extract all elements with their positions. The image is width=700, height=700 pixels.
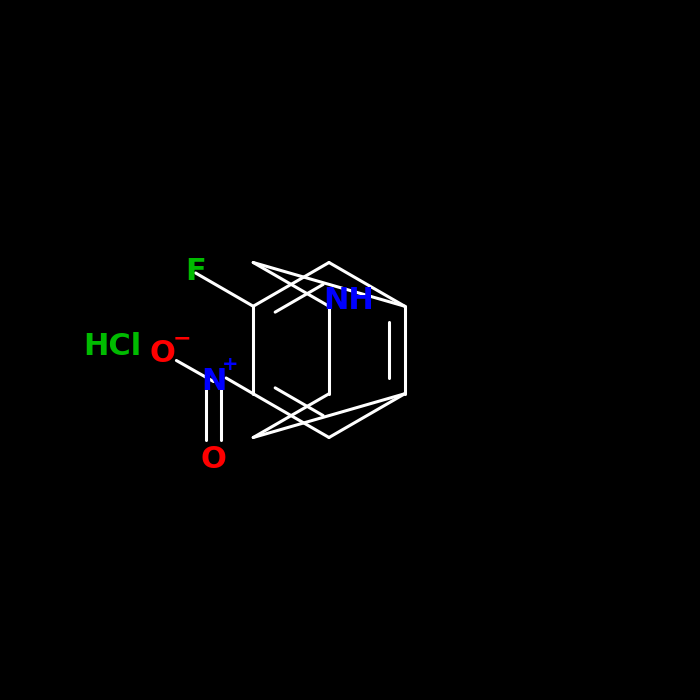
Text: −: − [173,328,191,348]
Text: N: N [201,367,226,396]
Text: O: O [150,339,175,368]
Text: +: + [222,355,239,374]
Text: NH: NH [323,286,374,315]
Text: HCl: HCl [83,332,141,361]
Text: F: F [186,257,206,286]
Text: O: O [201,444,226,474]
